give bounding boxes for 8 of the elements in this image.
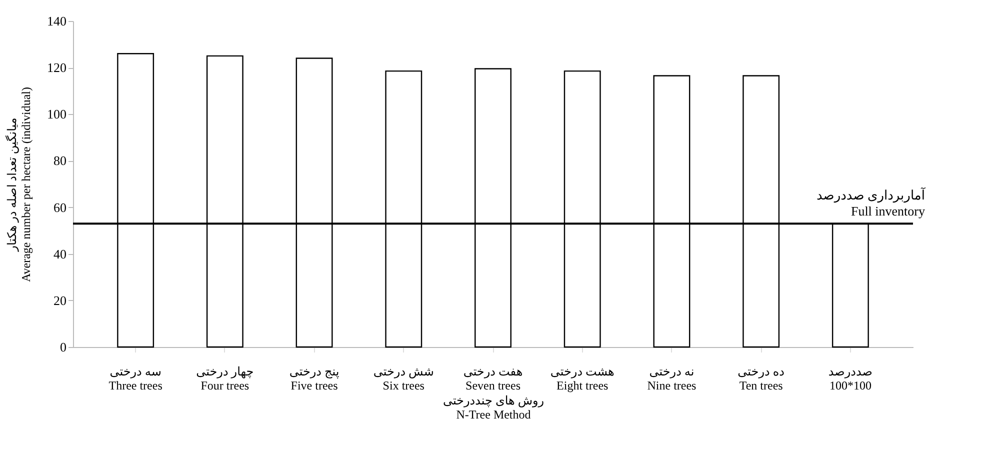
y-tick-label: 60: [54, 200, 66, 215]
y-tick-label: 100: [47, 106, 66, 122]
y-tick-label: 120: [47, 60, 66, 76]
y-tick-label: 140: [47, 14, 66, 28]
y-tick-label: 0: [60, 340, 66, 354]
y-tick-label: 80: [54, 153, 66, 168]
y-tick-label: 40: [54, 246, 66, 262]
y-tick-label: 20: [54, 292, 66, 308]
